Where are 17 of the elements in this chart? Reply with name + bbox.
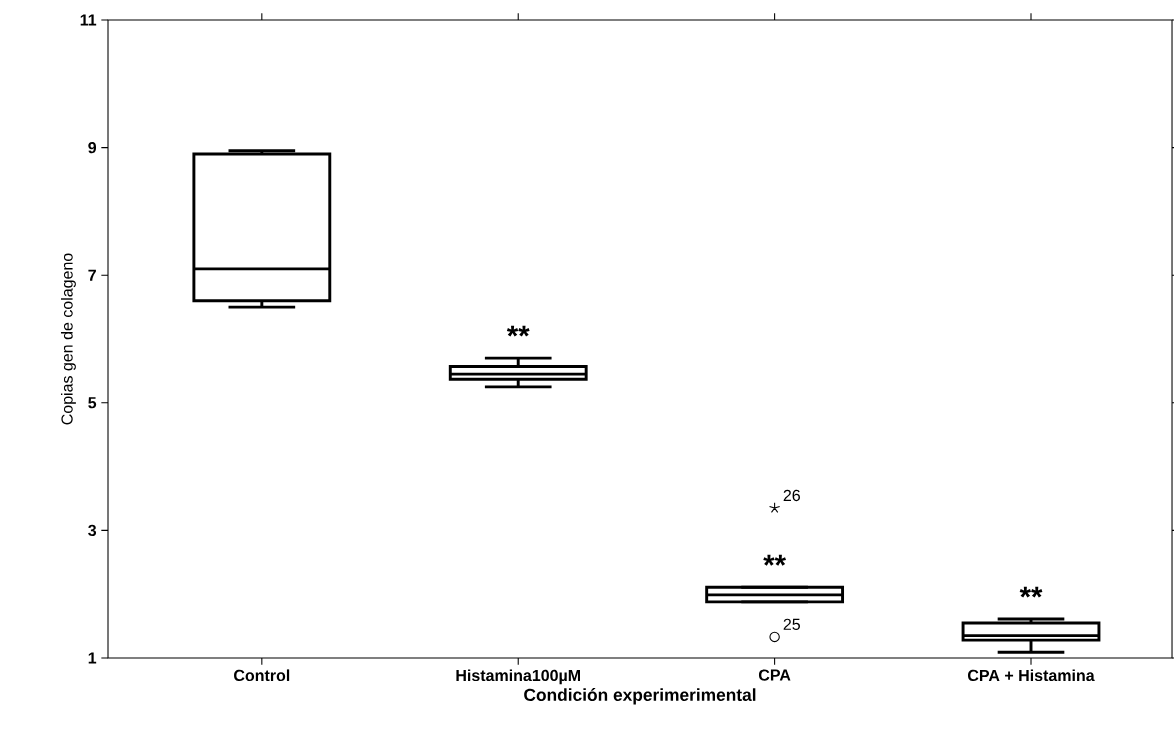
y-tick-label: 11 (80, 14, 97, 26)
annotation: ** (1019, 586, 1043, 598)
annotation: 26 (783, 489, 800, 502)
y-tick-label: 9 (88, 141, 97, 154)
annotation: 25 (783, 618, 800, 630)
x-tick-label: Histamina100µM (456, 669, 580, 685)
x-tick-label: CPA (758, 669, 791, 681)
y-axis-title: Copias gen de colageno (60, 253, 76, 425)
annotation: ** (506, 325, 530, 337)
x-axis-title: Condición experimerimental (524, 688, 756, 705)
annotation: ** (763, 554, 787, 566)
y-tick-label: 3 (88, 524, 97, 537)
y-tick-label: 1 (88, 652, 97, 664)
y-tick-label: 7 (88, 269, 96, 281)
x-tick-label: CPA + Histamina (968, 669, 1095, 682)
x-tick-label: Control (234, 669, 290, 682)
y-tick-label: 5 (88, 397, 97, 409)
